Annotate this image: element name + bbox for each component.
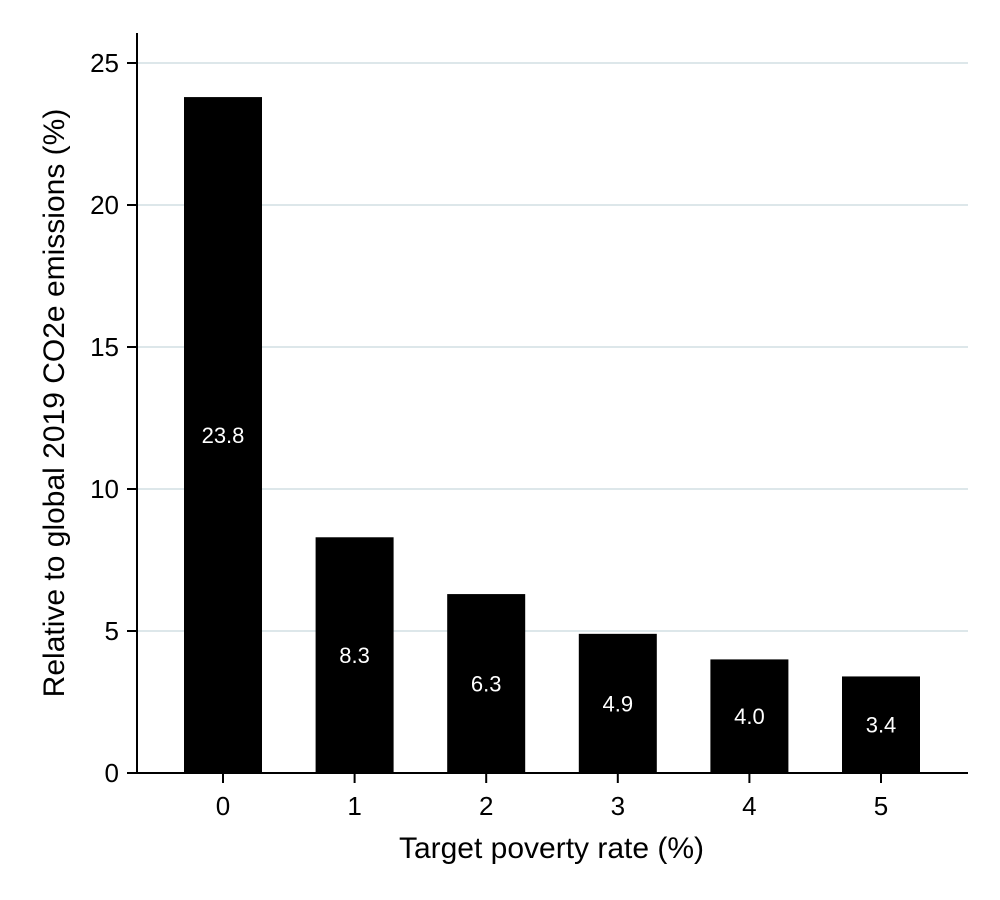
y-axis-title: Relative to global 2019 CO2e emissions (… xyxy=(38,109,71,698)
x-tick-label: 0 xyxy=(216,791,230,821)
x-tick-label: 4 xyxy=(742,791,756,821)
y-axis-ticks: 0 5 10 15 20 25 xyxy=(90,48,137,788)
x-axis-title: Target poverty rate (%) xyxy=(399,832,704,865)
y-tick-label: 25 xyxy=(90,48,119,78)
x-tick-label: 2 xyxy=(479,791,493,821)
bar xyxy=(710,659,789,773)
gridlines xyxy=(137,62,968,632)
data-labels: 23.8 8.3 6.3 4.9 4.0 3.4 xyxy=(202,423,897,738)
bar-value-label: 4.0 xyxy=(734,704,765,729)
bar-value-label: 6.3 xyxy=(471,672,502,697)
y-tick-label: 5 xyxy=(105,616,119,646)
bar-value-label: 4.9 xyxy=(603,691,634,716)
x-tick-label: 3 xyxy=(611,791,625,821)
bar-value-label: 8.3 xyxy=(339,643,370,668)
bars xyxy=(184,97,920,773)
bar xyxy=(447,594,526,773)
bar xyxy=(842,676,920,773)
bar-value-label: 3.4 xyxy=(866,713,897,738)
y-tick-label: 0 xyxy=(105,758,119,788)
bar-value-label: 23.8 xyxy=(202,423,245,448)
y-tick-label: 10 xyxy=(90,474,119,504)
x-tick-label: 5 xyxy=(874,791,888,821)
bar xyxy=(578,633,657,773)
bar xyxy=(184,97,262,773)
y-tick-label: 15 xyxy=(90,332,119,362)
x-axis-ticks: 0 1 2 3 4 5 xyxy=(216,773,888,821)
bar xyxy=(315,537,394,773)
y-tick-label: 20 xyxy=(90,190,119,220)
x-tick-label: 1 xyxy=(347,791,361,821)
